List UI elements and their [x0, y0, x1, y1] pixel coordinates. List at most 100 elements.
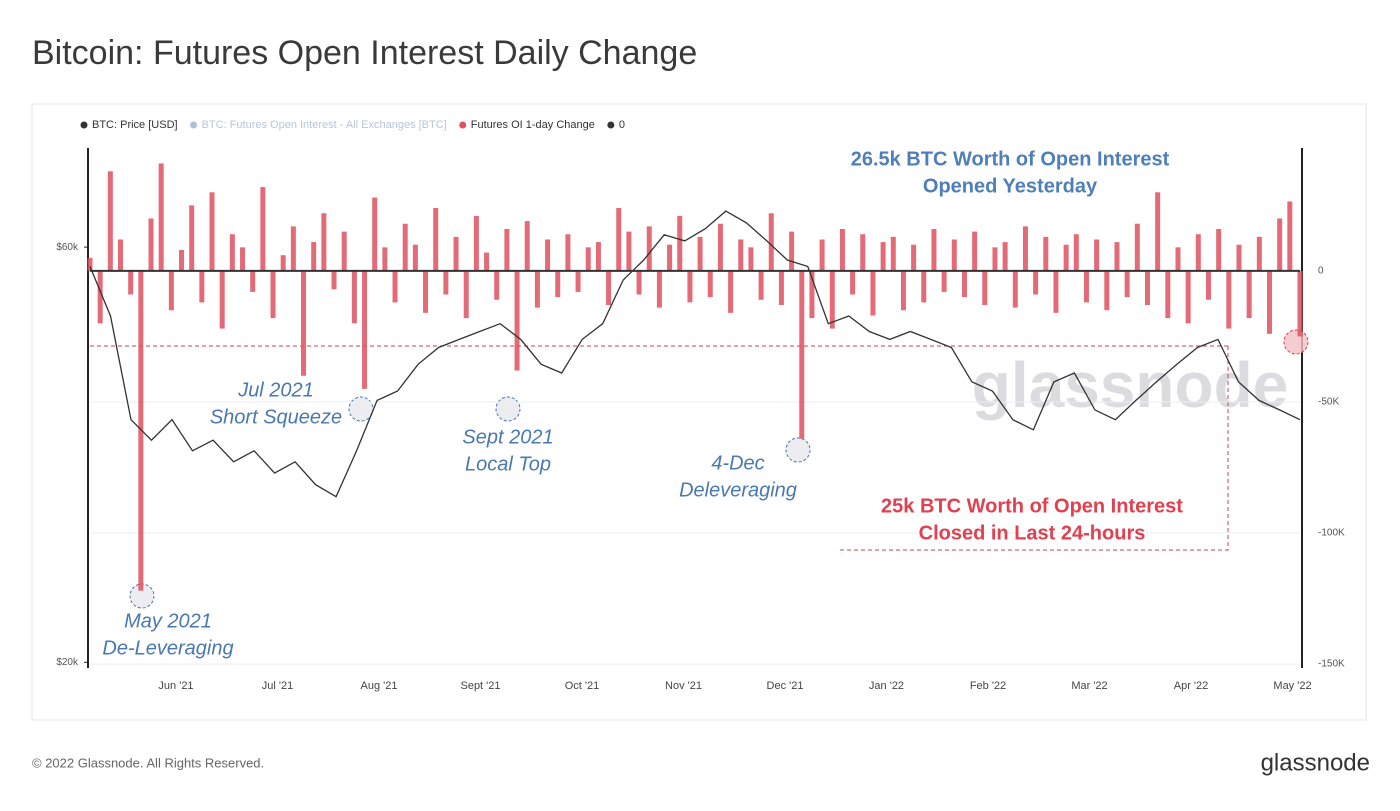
annotation: Short Squeeze [210, 406, 342, 428]
bar [341, 231, 347, 271]
x-tick-label: Jan '22 [869, 680, 904, 692]
bar [667, 244, 673, 271]
legend-marker [190, 121, 198, 129]
bar [768, 213, 774, 271]
bar [687, 270, 693, 303]
bar [850, 270, 856, 295]
bar [118, 239, 124, 271]
bar [240, 247, 246, 271]
bar [1012, 270, 1018, 308]
bar [250, 270, 256, 292]
callout-circle [1283, 329, 1309, 355]
bar [839, 228, 845, 271]
annotation: Deleveraging [679, 479, 797, 501]
bar [372, 197, 378, 271]
legend-label: 0 [619, 119, 625, 131]
bar [524, 221, 530, 271]
bar [504, 228, 510, 271]
legend-label: Futures OI 1-day Change [471, 119, 595, 131]
annotation: 26.5k BTC Worth of Open Interest [851, 148, 1170, 170]
bar [1094, 239, 1100, 271]
bar [168, 270, 174, 311]
legend-label: BTC: Price [USD] [92, 119, 178, 131]
bar [1104, 270, 1110, 311]
bar [951, 239, 957, 271]
bar [941, 270, 947, 292]
bar [636, 270, 642, 295]
bar [809, 270, 815, 319]
bar [585, 247, 591, 271]
annotation: Jul 2021 [237, 379, 314, 401]
annotation: Sept 2021 [462, 426, 553, 448]
bar [1063, 244, 1069, 271]
bar [738, 239, 744, 271]
annotation: May 2021 [124, 610, 212, 632]
bar [1185, 270, 1191, 324]
chart-title: Bitcoin: Futures Open Interest Daily Cha… [32, 34, 697, 72]
bar [402, 223, 408, 271]
bar [463, 270, 469, 319]
x-tick-label: Oct '21 [565, 680, 600, 692]
bar [758, 270, 764, 300]
bar [728, 270, 734, 313]
bar [799, 270, 805, 439]
bar [1114, 242, 1120, 271]
bar [778, 270, 784, 305]
bar [972, 231, 978, 271]
bar [717, 223, 723, 271]
x-tick-label: Apr '22 [1174, 680, 1209, 692]
bar [382, 247, 388, 271]
bar [982, 270, 988, 305]
bar [412, 244, 418, 271]
bar [911, 244, 917, 271]
bar [1155, 192, 1161, 271]
bar [514, 270, 520, 371]
callouts [129, 329, 1309, 609]
bar [565, 234, 571, 271]
y2-tick-label: -100K [1318, 528, 1345, 539]
x-tick-label: Nov '21 [665, 680, 702, 692]
bar [1236, 244, 1242, 271]
bar [1256, 236, 1262, 271]
bar [545, 239, 551, 271]
bar [829, 270, 835, 329]
bar [1277, 218, 1283, 271]
bar [880, 242, 886, 271]
annotation: Local Top [465, 453, 551, 475]
bar [270, 270, 276, 319]
bar [616, 208, 622, 271]
x-tick-label: Sept '21 [460, 680, 500, 692]
annotation: 25k BTC Worth of Open Interest [881, 495, 1183, 517]
bar [595, 242, 601, 271]
annotation: De-Leveraging [102, 637, 233, 659]
y-tick-label: $60k [56, 242, 79, 253]
bar [290, 226, 296, 271]
bar [362, 270, 368, 389]
bar [443, 270, 449, 295]
x-tick-label: Mar '22 [1071, 680, 1107, 692]
legend-marker [607, 121, 615, 129]
callout-circle [495, 396, 521, 422]
footer: © 2022 Glassnode. All Rights Reserved. [32, 755, 264, 770]
bar [1287, 201, 1293, 271]
bar [1205, 270, 1211, 300]
x-tick-label: Feb '22 [970, 680, 1006, 692]
bar [423, 270, 429, 313]
bar [1226, 270, 1232, 329]
callout-circle [785, 437, 811, 463]
bar [158, 163, 164, 271]
annotation: Closed in Last 24-hours [919, 522, 1146, 544]
bar [179, 249, 185, 271]
bar [97, 270, 103, 324]
bar [260, 187, 266, 271]
bar [1134, 223, 1140, 271]
bar [1002, 242, 1008, 271]
bar [606, 270, 612, 305]
bar [860, 234, 866, 271]
bar [555, 270, 561, 298]
bar [1144, 270, 1150, 305]
bar [331, 270, 337, 290]
